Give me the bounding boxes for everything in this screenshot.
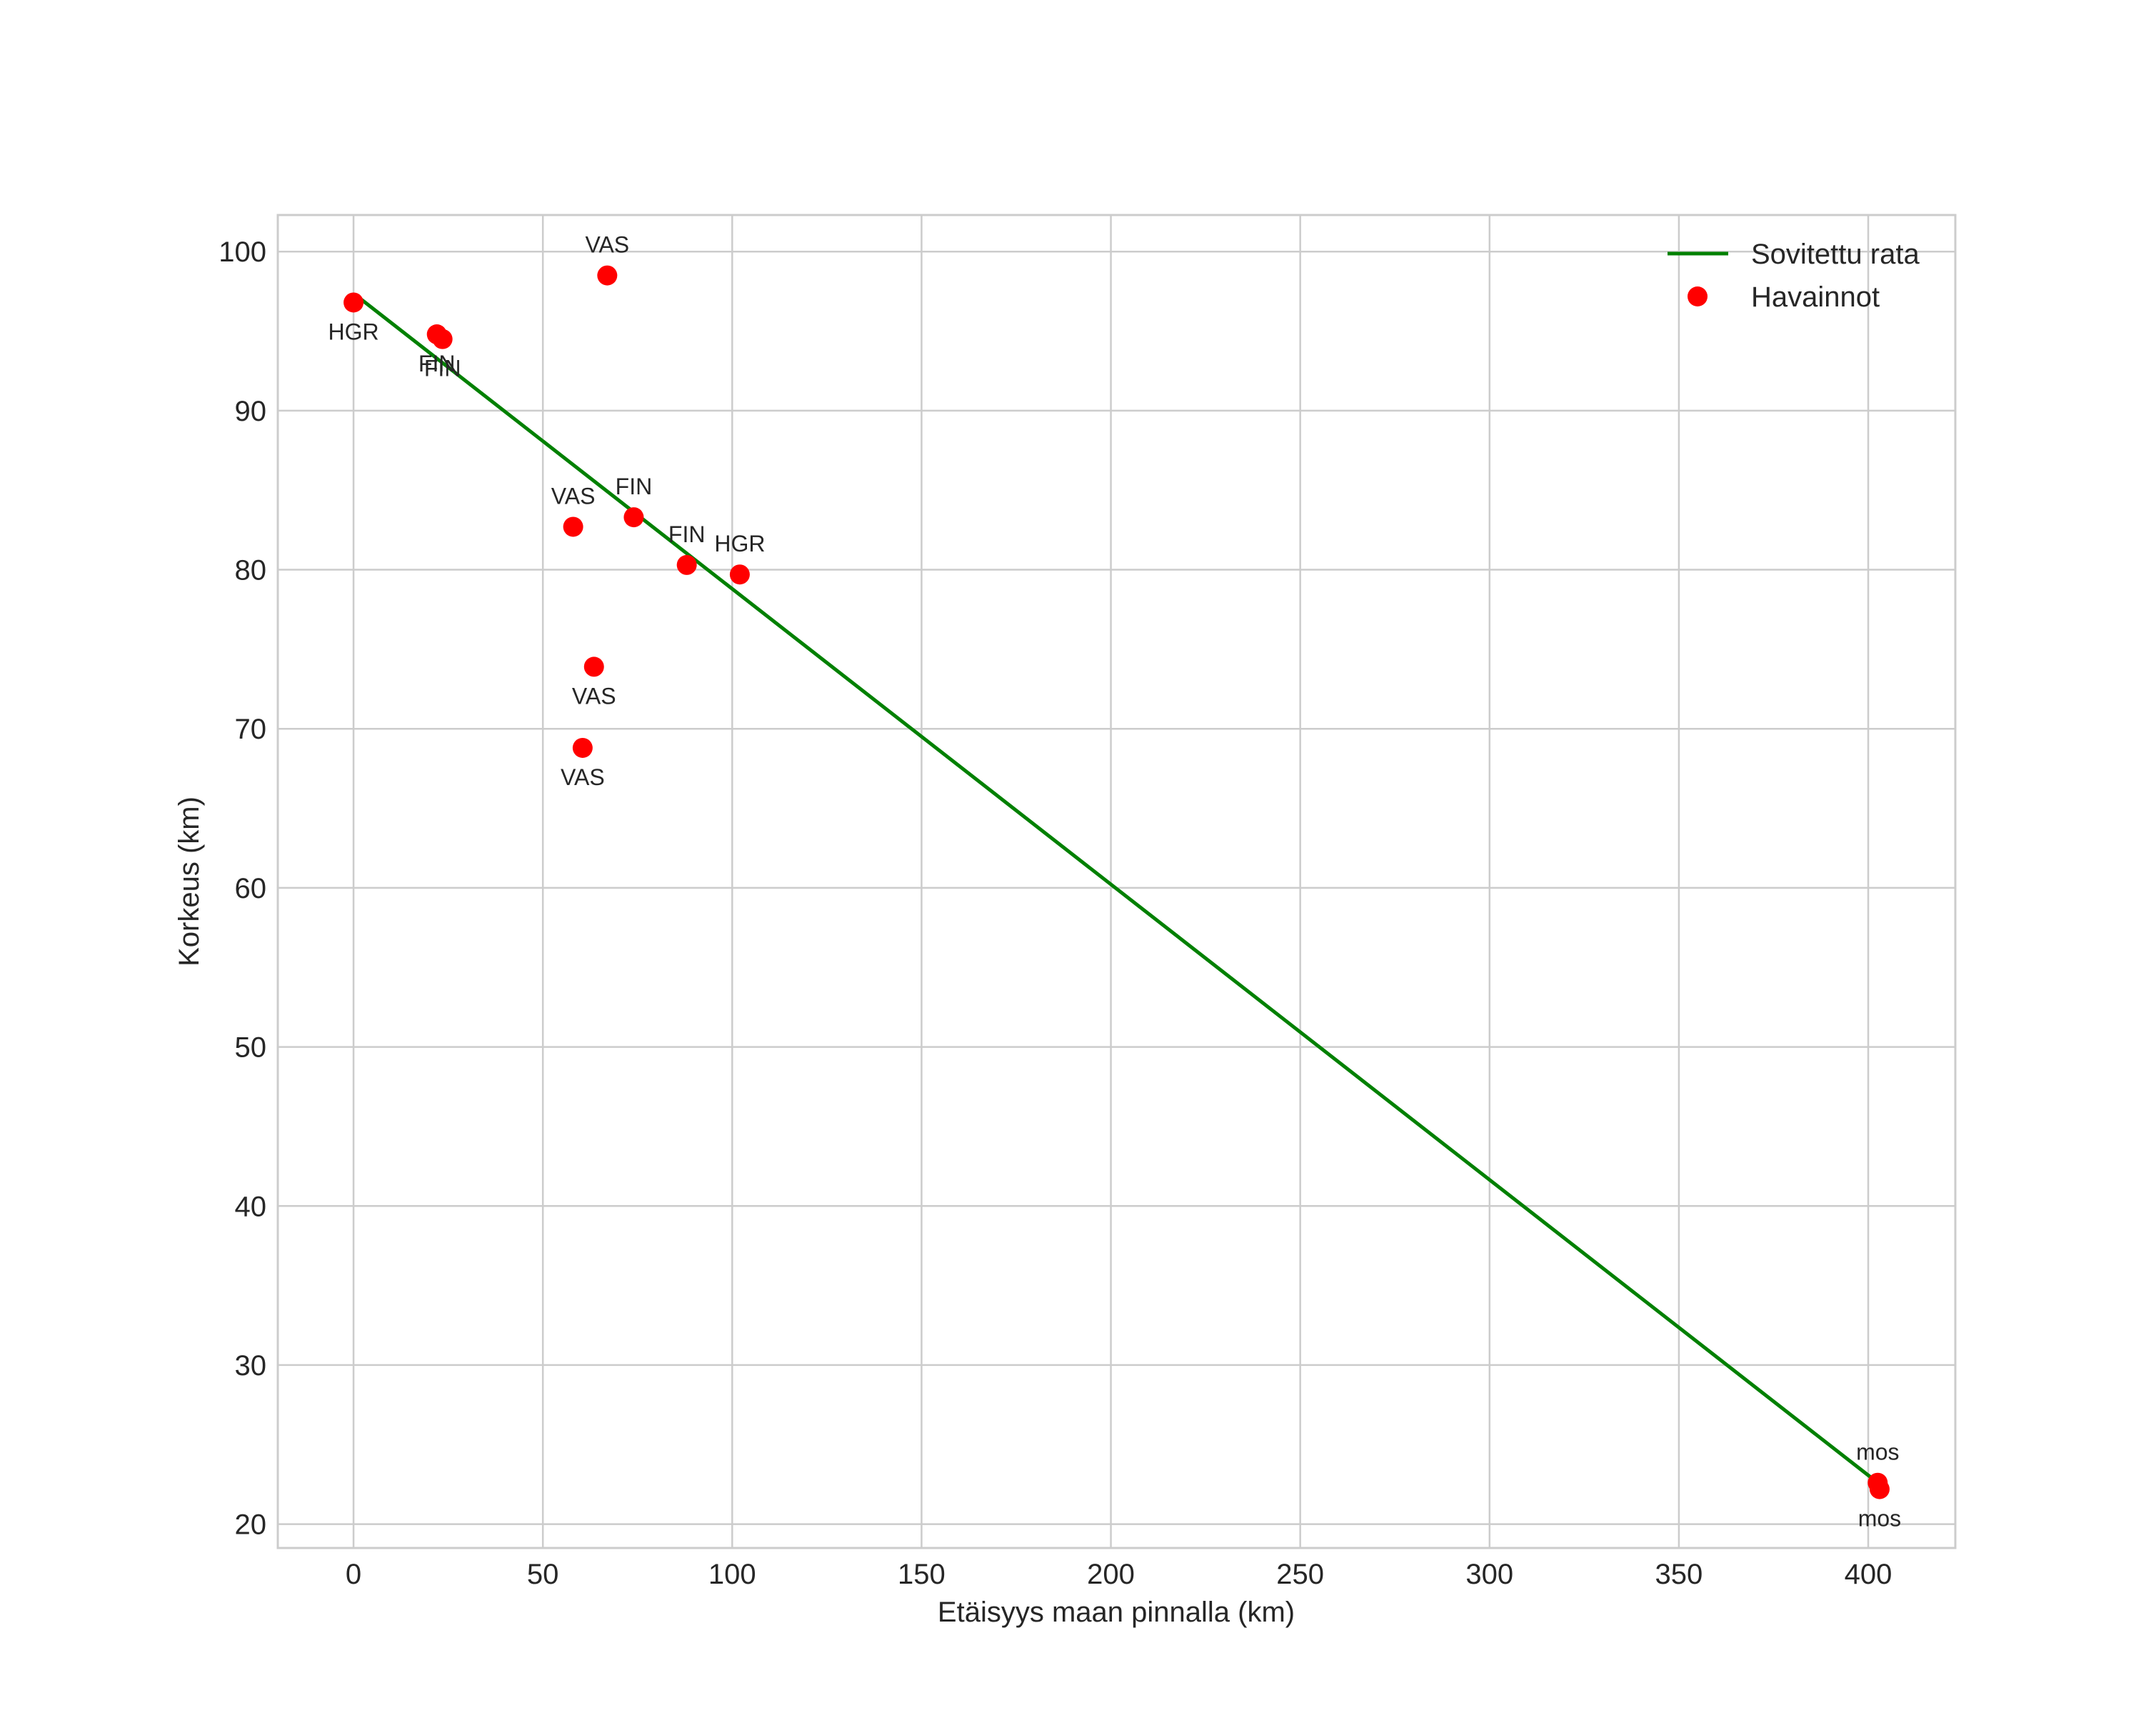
y-tick-label: 60 bbox=[235, 873, 267, 904]
y-tick-label: 90 bbox=[235, 396, 267, 427]
observation-station-label: HGR bbox=[714, 531, 765, 556]
observation-station-label: FIN bbox=[668, 521, 706, 547]
observation-station-label: VAS bbox=[585, 232, 629, 258]
observation-point bbox=[729, 564, 750, 585]
fit-line-layer bbox=[360, 298, 1877, 1483]
x-tick-label: 50 bbox=[527, 1559, 559, 1590]
legend-label-observations: Havainnot bbox=[1751, 281, 1880, 313]
x-tick-label: 400 bbox=[1845, 1559, 1892, 1590]
x-tick-label: 100 bbox=[708, 1559, 756, 1590]
observation-station-label: VAS bbox=[561, 764, 605, 790]
legend: Sovitettu rata Havainnot bbox=[1668, 239, 1920, 313]
x-tick-labels: 0 50 100 150 200 250 300 350 400 bbox=[346, 1559, 1892, 1590]
observation-station-label: FIN bbox=[418, 351, 456, 376]
y-tick-label: 50 bbox=[235, 1032, 267, 1064]
legend-marker-swatch bbox=[1688, 286, 1708, 306]
observation-station-label: HGR bbox=[328, 319, 378, 344]
observation-point bbox=[676, 554, 697, 575]
observation-station-label: mos bbox=[1856, 1439, 1899, 1465]
observation-point bbox=[623, 507, 644, 528]
x-tick-label: 0 bbox=[346, 1559, 361, 1590]
x-tick-label: 150 bbox=[898, 1559, 946, 1590]
observation-point bbox=[344, 292, 364, 313]
y-tick-labels: 20 30 40 50 60 70 80 90 100 bbox=[219, 236, 266, 1540]
legend-label-fit: Sovitettu rata bbox=[1751, 239, 1920, 270]
observation-point bbox=[597, 265, 618, 286]
observation-station-label: mos bbox=[1858, 1506, 1901, 1532]
observation-point bbox=[432, 329, 453, 349]
observation-station-label: FIN bbox=[424, 356, 461, 381]
y-tick-label: 100 bbox=[219, 236, 266, 268]
observation-point bbox=[1869, 1479, 1890, 1499]
x-tick-label: 250 bbox=[1276, 1559, 1324, 1590]
y-tick-label: 80 bbox=[235, 555, 267, 586]
y-tick-label: 20 bbox=[235, 1509, 267, 1541]
x-axis-label: Etäisyys maan pinnalla (km) bbox=[938, 1597, 1295, 1628]
x-tick-label: 300 bbox=[1465, 1559, 1513, 1590]
y-axis-label: Korkeus (km) bbox=[174, 796, 205, 967]
observation-point bbox=[563, 516, 583, 537]
y-tick-label: 70 bbox=[235, 714, 267, 745]
observation-point bbox=[583, 656, 604, 677]
observation-station-label: FIN bbox=[616, 474, 653, 499]
observation-point bbox=[572, 737, 593, 758]
y-tick-label: 40 bbox=[235, 1191, 267, 1222]
observation-station-label: VAS bbox=[572, 683, 616, 709]
x-tick-label: 350 bbox=[1655, 1559, 1703, 1590]
x-tick-label: 200 bbox=[1087, 1559, 1135, 1590]
observation-station-label: VAS bbox=[551, 483, 596, 509]
fitted-trajectory-line bbox=[360, 298, 1877, 1483]
y-tick-label: 30 bbox=[235, 1350, 267, 1382]
plot-frame bbox=[276, 214, 1957, 1549]
